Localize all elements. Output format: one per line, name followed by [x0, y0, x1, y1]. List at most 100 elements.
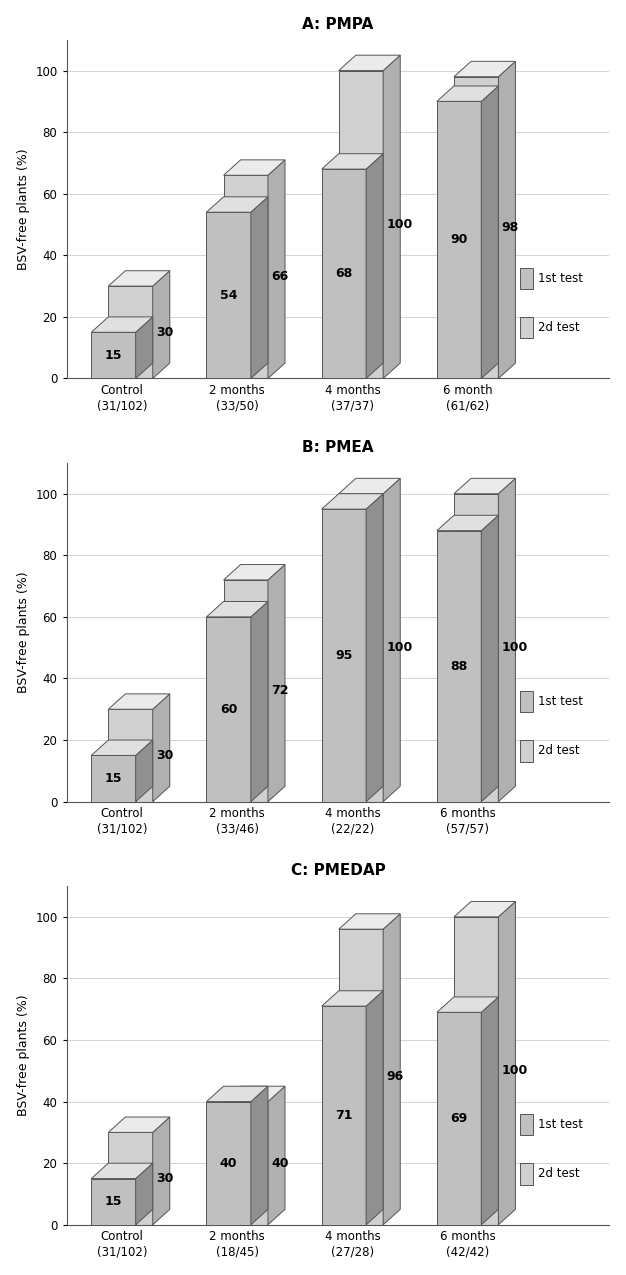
- Polygon shape: [454, 478, 515, 493]
- Polygon shape: [207, 1102, 251, 1225]
- Polygon shape: [322, 1006, 366, 1225]
- Polygon shape: [498, 61, 515, 379]
- Polygon shape: [366, 991, 383, 1225]
- Text: 69: 69: [451, 1112, 468, 1125]
- Text: 2d test: 2d test: [538, 321, 580, 334]
- Polygon shape: [383, 55, 400, 379]
- Polygon shape: [339, 70, 383, 379]
- Polygon shape: [108, 270, 170, 286]
- Polygon shape: [207, 196, 268, 212]
- Text: 72: 72: [271, 685, 289, 697]
- Polygon shape: [268, 1086, 285, 1225]
- Text: 15: 15: [105, 1195, 122, 1209]
- Text: 40: 40: [271, 1156, 289, 1169]
- Polygon shape: [322, 154, 383, 170]
- Text: 60: 60: [220, 703, 237, 715]
- Polygon shape: [108, 1117, 170, 1132]
- Polygon shape: [322, 991, 383, 1006]
- Polygon shape: [437, 101, 481, 379]
- Polygon shape: [481, 85, 498, 379]
- Polygon shape: [153, 1117, 170, 1225]
- Text: 71: 71: [335, 1109, 352, 1122]
- Text: 15: 15: [105, 349, 122, 362]
- Polygon shape: [207, 212, 251, 379]
- Polygon shape: [251, 602, 268, 802]
- Title: B: PMEA: B: PMEA: [302, 440, 374, 455]
- Polygon shape: [91, 1178, 136, 1225]
- Polygon shape: [498, 901, 515, 1225]
- Polygon shape: [481, 997, 498, 1225]
- Polygon shape: [454, 493, 498, 802]
- Polygon shape: [339, 478, 400, 493]
- Polygon shape: [454, 917, 498, 1225]
- Polygon shape: [207, 602, 268, 617]
- Text: 30: 30: [156, 1172, 173, 1184]
- Polygon shape: [223, 159, 285, 175]
- Polygon shape: [454, 76, 498, 379]
- Polygon shape: [108, 709, 153, 802]
- Text: 68: 68: [336, 268, 352, 280]
- Polygon shape: [268, 565, 285, 802]
- Polygon shape: [498, 478, 515, 802]
- Polygon shape: [339, 493, 383, 802]
- Polygon shape: [251, 1086, 268, 1225]
- Text: 96: 96: [387, 1071, 404, 1084]
- Text: 40: 40: [220, 1156, 237, 1169]
- Polygon shape: [366, 154, 383, 379]
- Polygon shape: [136, 740, 153, 802]
- Polygon shape: [454, 61, 515, 76]
- Polygon shape: [322, 170, 366, 379]
- Polygon shape: [108, 286, 153, 379]
- Bar: [520, 740, 533, 761]
- Polygon shape: [153, 694, 170, 802]
- Polygon shape: [437, 530, 481, 802]
- Text: 30: 30: [156, 748, 173, 762]
- Polygon shape: [91, 1163, 153, 1178]
- Title: A: PMPA: A: PMPA: [302, 17, 374, 32]
- Polygon shape: [437, 1012, 481, 1225]
- Polygon shape: [383, 478, 400, 802]
- Polygon shape: [481, 515, 498, 802]
- Text: 54: 54: [220, 289, 237, 302]
- Polygon shape: [108, 694, 170, 709]
- Polygon shape: [268, 159, 285, 379]
- Y-axis label: BSV-free plants (%): BSV-free plants (%): [17, 994, 29, 1116]
- Polygon shape: [108, 1132, 153, 1225]
- Polygon shape: [437, 85, 498, 101]
- Text: 2d test: 2d test: [538, 745, 580, 757]
- Polygon shape: [207, 617, 251, 802]
- Text: 15: 15: [105, 773, 122, 785]
- Polygon shape: [251, 196, 268, 379]
- Polygon shape: [207, 1086, 268, 1102]
- Text: 100: 100: [387, 641, 413, 654]
- Polygon shape: [454, 901, 515, 917]
- Polygon shape: [223, 1086, 285, 1102]
- Polygon shape: [136, 1163, 153, 1225]
- Text: 66: 66: [271, 270, 289, 283]
- Y-axis label: BSV-free plants (%): BSV-free plants (%): [17, 571, 29, 694]
- Text: 30: 30: [156, 326, 173, 339]
- Polygon shape: [339, 55, 400, 70]
- Text: 95: 95: [335, 649, 352, 662]
- Polygon shape: [91, 317, 153, 333]
- Polygon shape: [437, 997, 498, 1012]
- Text: 1st test: 1st test: [538, 272, 583, 284]
- Text: 100: 100: [502, 1065, 528, 1077]
- Text: 100: 100: [502, 641, 528, 654]
- Polygon shape: [339, 929, 383, 1225]
- Polygon shape: [322, 509, 366, 802]
- Text: 88: 88: [451, 659, 468, 673]
- Polygon shape: [339, 914, 400, 929]
- Bar: [520, 691, 533, 713]
- Polygon shape: [153, 270, 170, 379]
- Y-axis label: BSV-free plants (%): BSV-free plants (%): [17, 148, 29, 270]
- Polygon shape: [366, 493, 383, 802]
- Polygon shape: [383, 914, 400, 1225]
- Polygon shape: [91, 756, 136, 802]
- Polygon shape: [91, 740, 153, 756]
- Text: 1st test: 1st test: [538, 1118, 583, 1131]
- Text: 98: 98: [502, 221, 519, 235]
- Polygon shape: [223, 1102, 268, 1225]
- Bar: [520, 1163, 533, 1184]
- Bar: [520, 268, 533, 289]
